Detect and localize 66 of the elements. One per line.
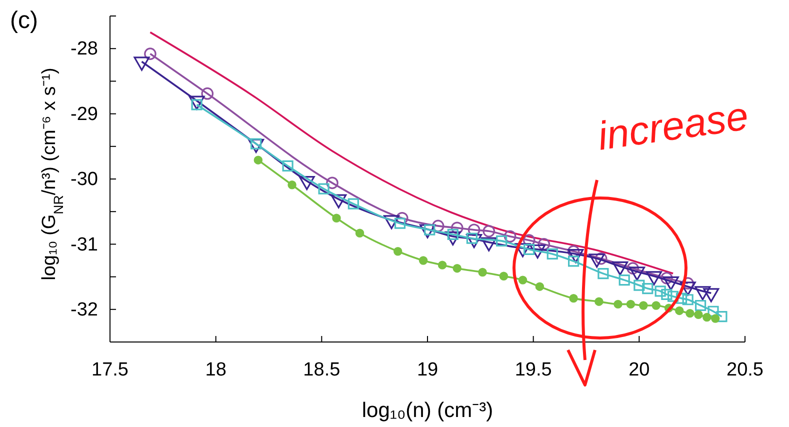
point bbox=[332, 214, 341, 222]
x-tick-label: 20 bbox=[628, 359, 650, 380]
point bbox=[654, 286, 666, 297]
point bbox=[594, 297, 604, 306]
point bbox=[482, 225, 496, 238]
x-tick-label: 17.5 bbox=[92, 359, 128, 380]
point bbox=[144, 48, 156, 60]
point bbox=[518, 276, 528, 284]
point bbox=[254, 156, 263, 164]
x-tick-label: 18 bbox=[205, 359, 226, 380]
point bbox=[394, 218, 406, 229]
point bbox=[438, 260, 447, 270]
point bbox=[652, 301, 660, 310]
x-tick-label: 19 bbox=[416, 359, 438, 380]
y-tick-label: -32 bbox=[70, 299, 98, 320]
point bbox=[618, 274, 630, 286]
annotation: increase bbox=[595, 94, 751, 159]
point bbox=[695, 300, 706, 312]
point bbox=[702, 312, 712, 322]
y-tick-label: -28 bbox=[70, 38, 98, 60]
point bbox=[504, 230, 516, 243]
point bbox=[626, 300, 636, 309]
y-tick-label: -31 bbox=[70, 234, 98, 256]
point bbox=[569, 294, 578, 303]
point bbox=[326, 176, 338, 190]
point bbox=[598, 268, 609, 280]
x-tick-label: 18.5 bbox=[303, 359, 340, 380]
y-tick-label: -29 bbox=[70, 104, 98, 125]
point bbox=[546, 248, 558, 260]
point bbox=[634, 280, 645, 291]
point bbox=[394, 247, 402, 256]
point bbox=[614, 300, 622, 309]
text: (c) bbox=[10, 7, 38, 34]
point bbox=[524, 244, 535, 255]
point bbox=[639, 301, 648, 310]
point bbox=[318, 183, 330, 194]
point bbox=[432, 220, 444, 232]
point bbox=[686, 308, 694, 318]
point bbox=[675, 306, 684, 316]
point bbox=[201, 87, 214, 100]
x-tick-label: 20.5 bbox=[726, 359, 764, 380]
point bbox=[676, 292, 688, 304]
point bbox=[468, 224, 480, 236]
point bbox=[716, 311, 728, 322]
point bbox=[661, 288, 672, 300]
point bbox=[478, 268, 487, 277]
x-tick-label: 19.5 bbox=[514, 359, 552, 380]
point bbox=[711, 314, 720, 323]
point bbox=[348, 198, 359, 210]
point bbox=[450, 222, 464, 234]
point bbox=[642, 282, 654, 294]
point bbox=[418, 256, 428, 265]
point bbox=[282, 160, 294, 172]
point bbox=[682, 294, 694, 306]
y-tick-label: -30 bbox=[70, 169, 98, 190]
point bbox=[538, 238, 550, 250]
point bbox=[708, 306, 719, 317]
point bbox=[496, 235, 508, 246]
point bbox=[355, 228, 364, 238]
point bbox=[452, 264, 462, 273]
point bbox=[694, 310, 703, 319]
x-axis-title: log₁₀(n) (cm⁻³) bbox=[362, 399, 494, 422]
point bbox=[535, 282, 544, 291]
point bbox=[288, 180, 296, 190]
point bbox=[499, 272, 508, 281]
point bbox=[522, 234, 536, 246]
